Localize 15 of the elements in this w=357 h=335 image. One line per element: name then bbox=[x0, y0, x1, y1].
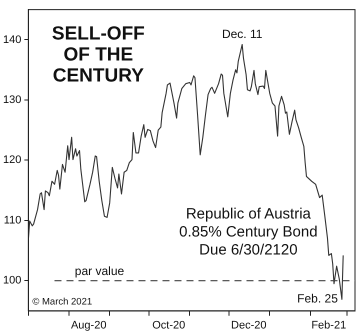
x-tick-label: Feb-21 bbox=[311, 319, 346, 332]
y-tick-label: 120 bbox=[2, 154, 22, 166]
y-tick-label: 110 bbox=[4, 214, 22, 226]
y-tick-label: 140 bbox=[2, 34, 22, 46]
x-tick-label: Oct-20 bbox=[152, 319, 186, 332]
y-tick-label: 100 bbox=[2, 274, 22, 287]
annotation: © March 2021 bbox=[32, 296, 92, 308]
x-tick-label: Aug-20 bbox=[70, 319, 106, 332]
ref-line-label: par value bbox=[74, 264, 124, 278]
annotation: Dec. 11 bbox=[222, 26, 263, 41]
y-tick-label: 130 bbox=[2, 94, 22, 106]
annotation: Feb. 25 bbox=[297, 292, 338, 306]
x-tick-label: Dec-20 bbox=[231, 319, 266, 332]
annotation: Republic of Austria 0.85% Century Bond Due 6/30/2120 bbox=[179, 206, 318, 259]
text: SELL-OFF OF THE CENTURY bbox=[52, 23, 145, 86]
